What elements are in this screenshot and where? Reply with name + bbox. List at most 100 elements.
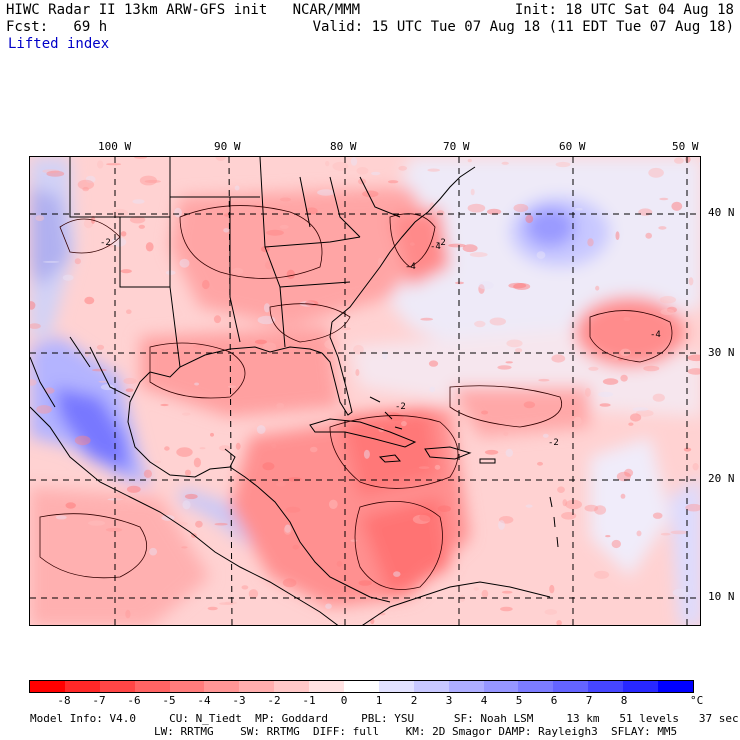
field-speckle <box>160 403 169 407</box>
field-speckle <box>562 499 568 507</box>
field-speckle <box>144 179 161 183</box>
field-speckle <box>96 344 105 350</box>
field-speckle <box>46 170 65 177</box>
field-speckle <box>565 499 582 510</box>
field-speckle <box>500 606 513 612</box>
field-speckle <box>282 578 297 588</box>
colorbar-cell <box>64 681 100 692</box>
field-speckle <box>257 315 276 325</box>
field-speckle <box>470 188 475 196</box>
field-speckle <box>143 469 152 478</box>
field-speckle <box>88 520 106 526</box>
colorbar-cell <box>344 681 379 692</box>
field-speckle <box>234 185 240 191</box>
field-speckle <box>139 175 157 186</box>
field-speckle <box>279 224 289 229</box>
field-speckle <box>670 530 688 535</box>
field-speckle <box>605 535 611 538</box>
model-info-line2: LW: RRTMG SW: RRTMG DIFF: full KM: 2D Sm… <box>154 725 678 738</box>
colorbar-tick-label: -1 <box>302 694 316 707</box>
field-speckle <box>192 343 204 349</box>
lon-label-60w: 60 W <box>559 140 586 153</box>
contour-label-group: -2 -4 -2 -4 -2 -2 -4 <box>100 238 661 448</box>
field-speckle <box>537 461 543 466</box>
colorbar-cell <box>588 681 624 692</box>
field-speckle <box>362 190 379 198</box>
field-speckle <box>283 525 292 535</box>
field-speckle <box>594 505 607 515</box>
field-speckle <box>153 460 162 464</box>
field-speckle <box>377 612 386 616</box>
field-speckle <box>184 469 192 476</box>
field-speckle <box>356 167 369 175</box>
field-speckle <box>544 609 558 615</box>
field-speckle <box>478 284 485 294</box>
field-speckle <box>77 179 95 190</box>
field-speckle <box>112 208 129 218</box>
field-speckle <box>513 283 531 290</box>
contour-label: -4 <box>650 330 661 340</box>
field-speckle <box>125 388 134 392</box>
field-name: Lifted index <box>8 36 110 52</box>
field-speckle <box>266 229 284 236</box>
coastlines <box>30 157 559 625</box>
colorbar-tick-label: 0 <box>340 694 348 707</box>
field-speckle <box>484 449 499 455</box>
field-speckle <box>556 620 562 625</box>
field-speckle <box>486 208 502 215</box>
field-speckle <box>199 447 206 450</box>
colorbar-tick-label: 8 <box>620 694 628 707</box>
field-speckle <box>478 281 494 290</box>
colorbar-cell <box>378 681 414 692</box>
colorbar-tick-label: 5 <box>515 694 523 707</box>
colorbar-tick-label: -6 <box>127 694 141 707</box>
field-speckle <box>501 161 509 165</box>
field-speckle <box>620 374 628 382</box>
lon-label-50w: 50 W <box>672 140 699 153</box>
field-speckle <box>602 378 619 385</box>
field-speckle <box>584 504 599 512</box>
field-speckle <box>241 585 249 590</box>
field-speckle <box>671 201 683 211</box>
field-speckle <box>489 317 506 326</box>
field-speckle <box>285 506 301 513</box>
field-speckle <box>84 350 89 357</box>
field-speckle <box>542 433 549 438</box>
field-speckle <box>106 163 122 166</box>
field-speckle <box>473 587 479 591</box>
contour-label: -4 <box>405 262 416 272</box>
colorbar-tick-label: -3 <box>232 694 246 707</box>
map-panel: -2 -4 -2 -4 -2 -2 -4 <box>29 156 701 626</box>
contour-label: -2 <box>435 238 446 248</box>
field-speckle <box>271 443 277 449</box>
field-speckle <box>630 413 642 422</box>
colorbar-tick-label: 2 <box>410 694 418 707</box>
field-speckle <box>685 503 700 512</box>
field-speckle <box>427 168 441 172</box>
colorbar-cell <box>448 681 484 692</box>
field-speckle <box>536 251 546 259</box>
field-speckle <box>120 231 127 237</box>
lat-label-30n: 30 N <box>708 346 735 359</box>
field-speckle <box>505 361 513 364</box>
field-speckle <box>606 359 617 362</box>
field-speckle <box>210 432 214 437</box>
field-speckle <box>55 515 67 520</box>
field-speckle <box>263 303 271 313</box>
field-speckle <box>474 320 486 328</box>
field-speckle <box>434 464 441 470</box>
field-speckle <box>428 360 439 367</box>
field-speckle <box>462 244 478 253</box>
field-speckle <box>555 161 571 168</box>
field-speckle <box>325 603 332 609</box>
field-speckle <box>182 412 191 416</box>
field-speckle <box>179 258 190 268</box>
field-speckle <box>623 316 631 321</box>
field-speckle <box>506 339 523 348</box>
colorbar-cell <box>518 681 554 692</box>
lon-label-70w: 70 W <box>443 140 470 153</box>
field-speckle <box>624 468 634 477</box>
field-speckle <box>508 282 527 289</box>
field-speckle <box>353 344 364 355</box>
colorbar-tick-label: 3 <box>445 694 453 707</box>
